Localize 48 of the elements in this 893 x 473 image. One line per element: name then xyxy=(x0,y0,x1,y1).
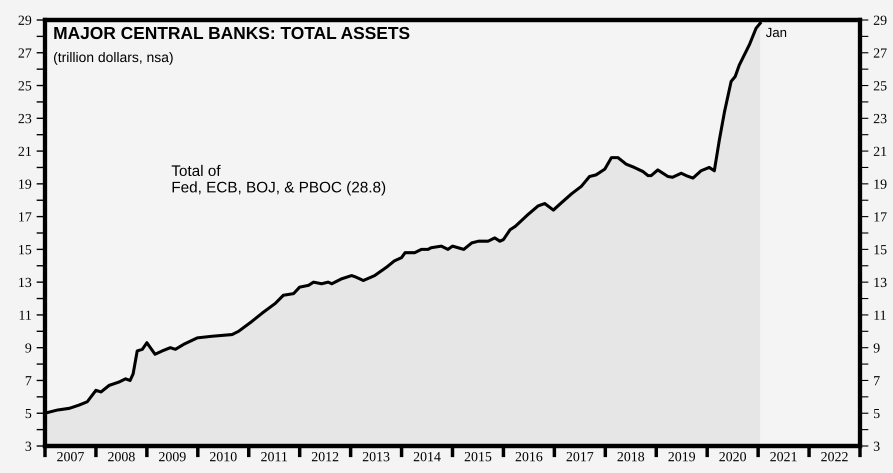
y2-tick-label: 11 xyxy=(874,310,886,320)
y2-tick-label: 27 xyxy=(874,48,887,58)
y-tick-label: 19 xyxy=(19,179,32,189)
x-tick-label: 2011 xyxy=(261,452,288,462)
x-tick-label: 2013 xyxy=(362,452,390,462)
y2-tick-label: 25 xyxy=(874,81,887,90)
x-tick-label: 2012 xyxy=(312,452,338,462)
annotation: Jan xyxy=(766,28,786,38)
y-tick-label: 29 xyxy=(18,16,32,25)
x-tick-label: 2016 xyxy=(516,452,542,462)
y2-tick-label: 21 xyxy=(874,146,886,156)
y-tick-label: 9 xyxy=(25,343,32,353)
y-tick-label: 21 xyxy=(18,146,31,156)
y-tick-label: 15 xyxy=(19,245,32,254)
y-tick-label: 17 xyxy=(19,212,32,222)
x-tick-label: 2008 xyxy=(108,452,135,462)
x-tick-label: 2019 xyxy=(668,452,696,462)
x-tick-label: 2018 xyxy=(618,452,644,462)
y-tick-label: 7 xyxy=(26,376,32,386)
x-tick-label: 2020 xyxy=(719,452,746,462)
y2-tick-label: 7 xyxy=(874,376,880,386)
y2-tick-label: 19 xyxy=(874,179,887,189)
text: (trillion dollars, nsa) xyxy=(54,52,173,65)
x-tick-label: 2007 xyxy=(57,452,84,462)
y-tick-label: 5 xyxy=(26,408,32,418)
y2-tick-label: 3 xyxy=(874,442,880,451)
y-tick-label: 11 xyxy=(20,310,31,320)
chart-title: MAJOR CENTRAL BANKS: TOTAL ASSETS xyxy=(54,26,410,40)
x-tick-label: 2010 xyxy=(210,452,237,462)
y-tick-label: 13 xyxy=(19,278,32,288)
x-tick-label: 2017 xyxy=(566,452,594,462)
y-tick-label: 27 xyxy=(18,48,32,58)
x-tick-label: 2022 xyxy=(821,452,848,462)
y2-tick-label: 17 xyxy=(874,212,887,222)
y2-tick-label: 15 xyxy=(874,245,887,254)
y2-tick-label: 5 xyxy=(874,408,880,418)
y2-tick-label: 23 xyxy=(874,114,887,124)
y-tick-label: 25 xyxy=(18,81,32,90)
y-tick-label: 3 xyxy=(26,442,32,451)
y2-tick-label: 13 xyxy=(874,278,887,288)
x-tick-label: 2009 xyxy=(159,452,186,462)
x-tick-label: 2021 xyxy=(770,452,797,462)
y-tick-label: 23 xyxy=(18,114,32,124)
y2-tick-label: 9 xyxy=(874,343,880,353)
annotation: Total of Fed, ECB, BOJ, & PBOC (28.8) xyxy=(172,164,386,196)
x-tick-label: 2014 xyxy=(414,452,441,462)
y2-tick-label: 29 xyxy=(874,16,887,25)
x-tick-label: 2015 xyxy=(464,452,492,462)
